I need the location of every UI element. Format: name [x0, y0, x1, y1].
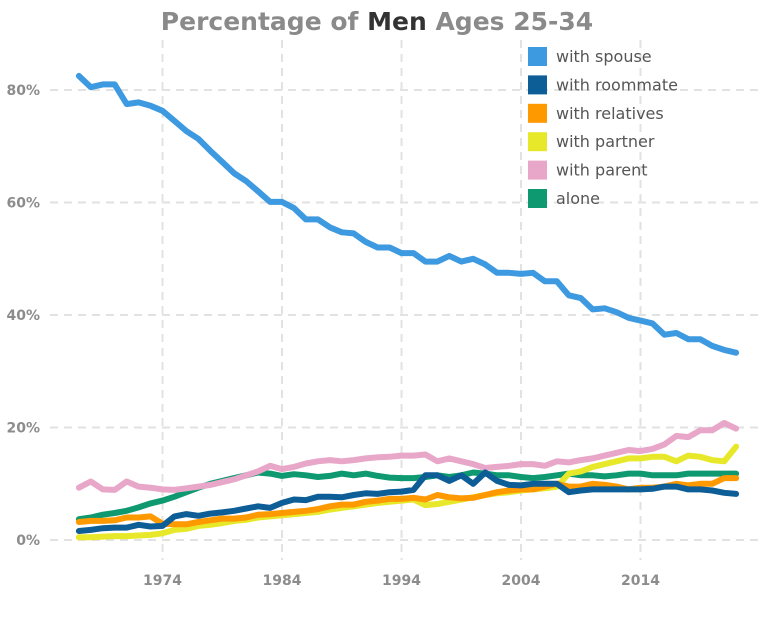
axis-layer: 0% 20% 40% 60% 80% 1974 1984 1994 2004 2014 [6, 83, 660, 589]
series-line-with-parent [75, 420, 740, 493]
series-line-with-roommate [75, 469, 740, 534]
legend-swatch-with-relatives [528, 103, 547, 123]
legend-swatch-alone [528, 189, 547, 208]
y-tick-label: 40% [6, 308, 40, 324]
x-tick-label: 1974 [143, 573, 182, 589]
chart-title-part-1: Percentage of [161, 7, 367, 36]
chart-title-part-2: Men [367, 7, 427, 36]
legend-label-with-roommate: with roommate [556, 75, 678, 94]
legend: with spouse with roommate with relatives wi… [528, 47, 678, 208]
legend-label-alone: alone [556, 189, 600, 208]
chart-title-part-3: Ages 25-34 [427, 7, 593, 36]
legend-swatch-with-spouse [528, 47, 547, 66]
series-line-alone [75, 469, 740, 523]
legend-label-with-spouse: with spouse [556, 47, 652, 66]
legend-label-with-parent: with parent [556, 161, 647, 180]
legend-swatch-with-roommate [528, 75, 547, 95]
legend-label-with-partner: with partner [556, 132, 655, 151]
series-line-with-spouse [75, 72, 740, 356]
series-layer [75, 72, 740, 541]
x-tick-label: 2004 [502, 573, 541, 589]
x-tick-label: 1984 [263, 573, 302, 589]
x-tick-label: 2014 [621, 573, 660, 589]
grid-layer [50, 40, 760, 560]
y-tick-label: 20% [6, 421, 40, 437]
x-tick-label: 1994 [382, 573, 421, 589]
legend-label-with-relatives: with relatives [556, 104, 664, 123]
y-tick-label: 0% [16, 533, 40, 549]
legend-swatch-with-parent [528, 160, 547, 180]
legend-swatch-with-partner [528, 132, 547, 152]
chart-title: Percentage of Men Ages 25-34 [161, 7, 593, 36]
y-tick-label: 60% [6, 196, 40, 212]
y-tick-label: 80% [6, 83, 40, 99]
